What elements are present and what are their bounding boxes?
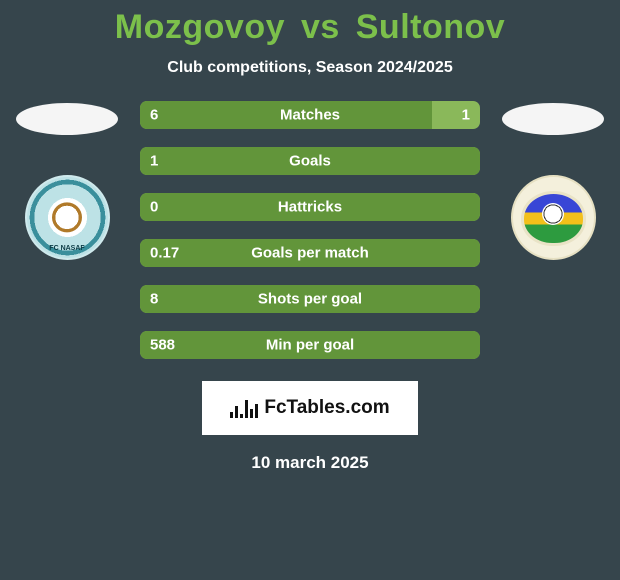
stats-panel: 6Matches11Goals0Hattricks0.17Goals per m… bbox=[140, 101, 480, 359]
stat-label: Goals per match bbox=[140, 245, 480, 262]
page-title: Mozgovoy vs Sultonov bbox=[0, 8, 620, 47]
brand-icon bbox=[230, 398, 258, 418]
subtitle: Club competitions, Season 2024/2025 bbox=[0, 59, 620, 77]
stat-row: 1Goals bbox=[140, 147, 480, 175]
stat-row: 0Hattricks bbox=[140, 193, 480, 221]
vs-label: vs bbox=[301, 8, 340, 46]
player1-name: Mozgovoy bbox=[115, 8, 285, 46]
stat-row: 0.17Goals per match bbox=[140, 239, 480, 267]
brand-text: FcTables.com bbox=[264, 397, 389, 419]
stat-label: Shots per goal bbox=[140, 291, 480, 308]
player1-avatar bbox=[16, 103, 118, 135]
player2-avatar bbox=[502, 103, 604, 135]
stat-label: Hattricks bbox=[140, 199, 480, 216]
stat-label: Min per goal bbox=[140, 337, 480, 354]
player2-name: Sultonov bbox=[356, 8, 505, 46]
player2-club-badge bbox=[511, 175, 596, 260]
stat-right-value: 1 bbox=[462, 107, 470, 124]
stat-label: Goals bbox=[140, 153, 480, 170]
comparison-card: Mozgovoy vs Sultonov Club competitions, … bbox=[0, 0, 620, 580]
stat-row: 588Min per goal bbox=[140, 331, 480, 359]
player1-club-badge: FC NASAF bbox=[25, 175, 110, 260]
stat-label: Matches bbox=[140, 107, 480, 124]
stat-row: 8Shots per goal bbox=[140, 285, 480, 313]
right-side bbox=[498, 101, 608, 260]
player1-club-name: FC NASAF bbox=[27, 245, 108, 252]
main-area: FC NASAF 6Matches11Goals0Hattricks0.17Go… bbox=[0, 101, 620, 359]
left-side: FC NASAF bbox=[12, 101, 122, 260]
stat-row: 6Matches1 bbox=[140, 101, 480, 129]
brand-badge: FcTables.com bbox=[202, 381, 418, 435]
date-text: 10 march 2025 bbox=[0, 453, 620, 473]
